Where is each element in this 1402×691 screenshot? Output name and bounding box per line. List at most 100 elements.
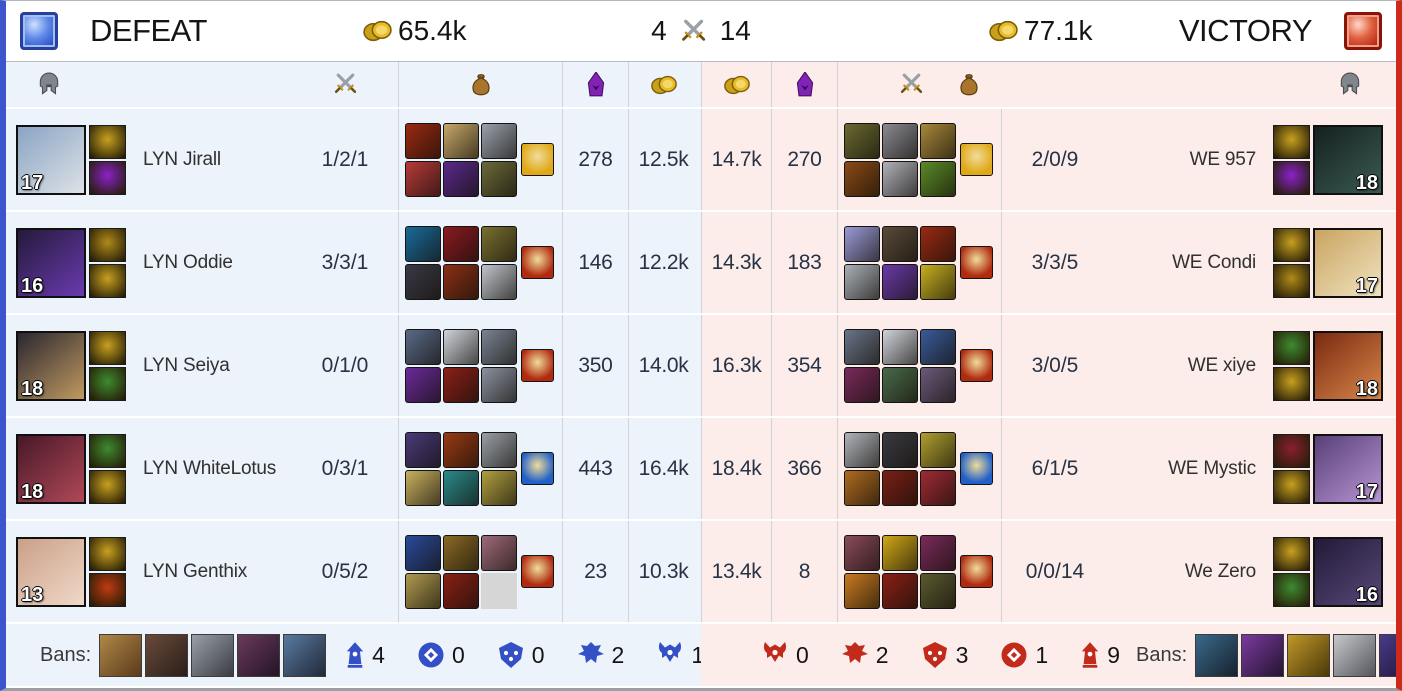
player-row: 16 LYN Oddie 3/3/1 146 12.2k 14.3k 183 3/3/5 WE …	[6, 212, 1396, 313]
player-cell: 6/1/5 WE Mystic 17	[1001, 418, 1393, 519]
champion-portrait[interactable]: 18	[16, 330, 86, 401]
items-cell	[837, 315, 1001, 416]
items-cell	[398, 212, 562, 313]
cs-cell: 146	[562, 212, 628, 313]
player-rows: 17 LYN Jirall 1/2/1 278 12.5k 14.7k 270 2/0/9 WE…	[6, 109, 1396, 622]
objective-inhibitor: 1	[1000, 641, 1048, 669]
bans-label: Bans:	[1135, 643, 1188, 666]
column-header-right	[701, 62, 1396, 107]
item-icon	[882, 122, 918, 159]
crossed-swords-icon	[867, 72, 957, 97]
column-header-row	[6, 62, 1396, 107]
banned-champion-icon	[283, 633, 327, 677]
cs-cell: 366	[771, 418, 837, 519]
items-cell	[398, 521, 562, 622]
summoner-spell-icon	[1273, 469, 1310, 504]
champion-portrait[interactable]: 17	[16, 124, 86, 195]
player-name[interactable]: LYN Oddie	[143, 251, 233, 273]
player-cell: 18 LYN Seiya 0/1/0	[6, 315, 398, 416]
left-team-gold: 65.4k	[362, 15, 467, 47]
item-icon	[844, 225, 880, 262]
player-name[interactable]: LYN Jirall	[143, 148, 221, 170]
blue-team-gem-icon	[20, 12, 58, 50]
player-name[interactable]: We Zero	[1184, 560, 1256, 582]
item-grid	[405, 328, 517, 403]
item-icon	[443, 431, 479, 468]
champion-portrait[interactable]: 18	[1313, 330, 1383, 401]
item-icon	[405, 160, 441, 197]
summoner-spells	[1273, 536, 1310, 607]
player-row: 13 LYN Genthix 0/5/2 23 10.3k 13.4k 8 0/0/14 We …	[6, 521, 1396, 622]
item-icon	[481, 328, 517, 365]
gold-cell: 14.3k	[701, 212, 771, 313]
champion-level: 16	[1355, 583, 1378, 606]
banned-champion-icon	[237, 633, 281, 677]
kda-value: 0/0/14	[1025, 559, 1085, 583]
item-icon	[844, 160, 880, 197]
player-name[interactable]: LYN WhiteLotus	[143, 457, 277, 479]
objective-baron: 0	[761, 641, 809, 669]
champion-portrait[interactable]: 16	[16, 227, 86, 298]
item-icon	[920, 160, 956, 197]
player-name[interactable]: WE 957	[1189, 148, 1257, 170]
gold-cell: 14.7k	[701, 109, 771, 210]
player-name[interactable]: LYN Seiya	[143, 354, 230, 376]
header-cell-minions	[771, 62, 837, 107]
summoner-spell-icon	[1273, 160, 1310, 195]
crossed-swords-icon	[300, 72, 390, 97]
player-name[interactable]: LYN Genthix	[143, 560, 248, 582]
banned-champion-icon	[1195, 633, 1239, 677]
champion-level: 18	[21, 480, 44, 503]
summoner-spell-icon	[89, 572, 126, 607]
summoner-spell-icon	[89, 469, 126, 504]
item-icon	[443, 225, 479, 262]
kda-value: 1/2/1	[321, 147, 369, 171]
champion-portrait[interactable]: 17	[1313, 227, 1383, 298]
banned-champion-icon	[1379, 633, 1396, 677]
champion-portrait[interactable]: 17	[1313, 433, 1383, 504]
summoner-spell-icon	[1273, 330, 1310, 365]
objective-dragon: 2	[577, 641, 624, 669]
header-cell-gold	[701, 62, 771, 107]
cs-value: 270	[787, 147, 822, 171]
champion-portrait[interactable]: 13	[16, 536, 86, 607]
kda-value: 2/0/9	[1031, 147, 1079, 171]
helmet-icon	[1337, 72, 1363, 98]
item-icon	[481, 263, 517, 300]
champion-portrait[interactable]: 18	[1313, 124, 1383, 195]
item-icon	[405, 225, 441, 262]
item-icon	[882, 160, 918, 197]
gold-cell: 14.0k	[628, 315, 698, 416]
player-name[interactable]: WE Mystic	[1168, 457, 1256, 479]
item-grid	[844, 122, 956, 197]
cs-cell: 270	[771, 109, 837, 210]
crossed-swords-icon	[680, 18, 707, 45]
champion-portrait[interactable]: 16	[1313, 536, 1383, 607]
trinket-icon	[960, 246, 993, 279]
champion-portrait[interactable]: 18	[16, 433, 86, 504]
summoner-spells	[1273, 124, 1310, 195]
gold-cell: 13.4k	[701, 521, 771, 622]
items-cell	[837, 521, 1001, 622]
player-cell: 16 LYN Oddie 3/3/1	[6, 212, 398, 313]
team-objectives: 4 0 0 2 1	[329, 641, 734, 669]
item-icon	[844, 122, 880, 159]
objective-count: 4	[372, 641, 385, 668]
gold-cell: 16.4k	[628, 418, 698, 519]
gold-coins-icon	[362, 20, 393, 42]
right-team-kills: 14	[719, 15, 751, 46]
player-cell: 3/0/5 WE xiye 18	[1001, 315, 1393, 416]
item-icon	[443, 122, 479, 159]
item-icon	[405, 366, 441, 403]
player-cell: 2/0/9 WE 957 18	[1001, 109, 1393, 210]
item-bag-icon	[469, 72, 493, 98]
summoner-spell-icon	[1273, 124, 1310, 159]
item-icon	[405, 431, 441, 468]
summoner-spell-icon	[1273, 536, 1310, 571]
item-grid	[405, 534, 517, 609]
player-row: 18 LYN WhiteLotus 0/3/1 443 16.4k 18.4k 366 6/1…	[6, 418, 1396, 519]
item-icon	[882, 572, 918, 609]
item-icon	[882, 328, 918, 365]
player-name[interactable]: WE Condi	[1172, 251, 1256, 273]
player-name[interactable]: WE xiye	[1187, 354, 1256, 376]
